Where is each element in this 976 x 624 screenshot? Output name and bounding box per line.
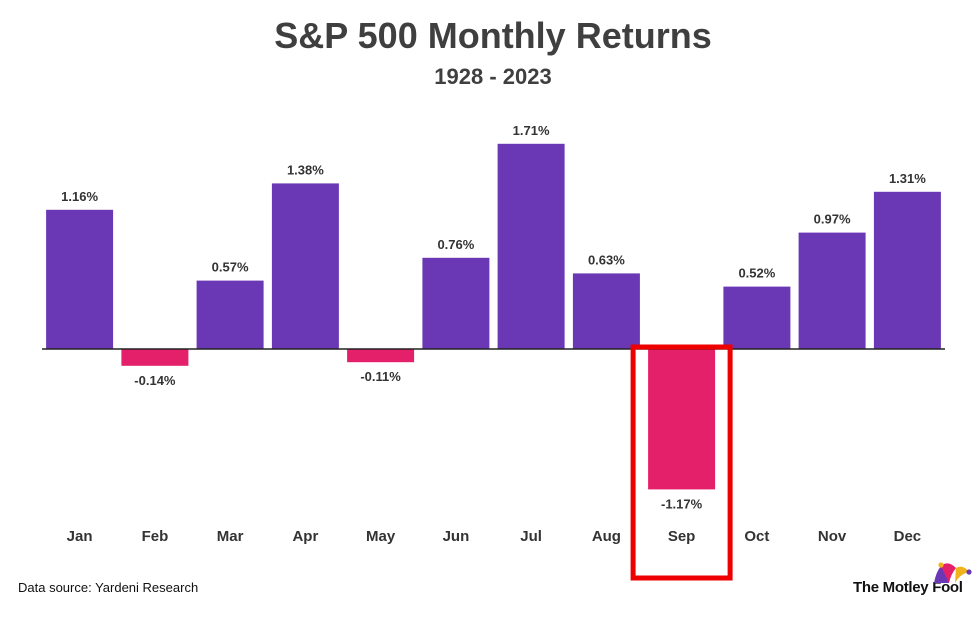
data-source: Data source: Yardeni Research bbox=[18, 580, 198, 595]
data-label-nov: 0.97% bbox=[814, 212, 851, 227]
bar-oct bbox=[723, 286, 791, 349]
highlight-box bbox=[630, 344, 733, 581]
category-label-aug: Aug bbox=[592, 528, 621, 545]
brand-logo: The Motley Fool bbox=[853, 562, 972, 596]
chart-subtitle: 1928 - 2023 bbox=[434, 64, 551, 89]
data-labels-group: 1.16% -0.14% 0.57% 1.38% -0.11% 0.76% 1.71% 0.6… bbox=[61, 123, 926, 512]
bar-may bbox=[347, 349, 415, 363]
jester-hat-icon bbox=[934, 562, 972, 583]
data-label-jul: 1.71% bbox=[513, 123, 550, 138]
category-label-sep: Sep bbox=[668, 528, 696, 545]
data-label-apr: 1.38% bbox=[287, 162, 324, 177]
bar-nov bbox=[798, 232, 866, 349]
category-labels-group: Jan Feb Mar Apr May Jun Jul Aug Sep Oct Nov Dec bbox=[67, 528, 921, 545]
category-label-jan: Jan bbox=[67, 528, 93, 545]
data-label-oct: 0.52% bbox=[738, 266, 775, 281]
bar-sep bbox=[648, 349, 716, 490]
data-label-jun: 0.76% bbox=[437, 237, 474, 252]
category-label-apr: Apr bbox=[292, 528, 318, 545]
category-label-dec: Dec bbox=[894, 528, 922, 545]
brand-name: The Motley Fool bbox=[853, 579, 963, 596]
category-label-oct: Oct bbox=[744, 528, 769, 545]
data-label-jan: 1.16% bbox=[61, 189, 98, 204]
category-label-jun: Jun bbox=[443, 528, 470, 545]
bar-mar bbox=[196, 280, 264, 349]
bar-aug bbox=[572, 273, 640, 349]
data-label-mar: 0.57% bbox=[212, 260, 249, 275]
category-label-may: May bbox=[366, 528, 396, 545]
bar-jul bbox=[497, 143, 565, 349]
data-label-dec: 1.31% bbox=[889, 171, 926, 186]
data-label-sep: -1.17% bbox=[661, 496, 703, 511]
category-label-mar: Mar bbox=[217, 528, 244, 545]
bar-apr bbox=[271, 183, 339, 349]
bars-group bbox=[46, 143, 941, 490]
bar-jun bbox=[422, 257, 490, 349]
bar-dec bbox=[873, 191, 941, 349]
chart-title: S&P 500 Monthly Returns bbox=[274, 15, 711, 56]
data-label-feb: -0.14% bbox=[134, 373, 176, 388]
data-label-may: -0.11% bbox=[360, 369, 401, 384]
category-label-nov: Nov bbox=[818, 528, 847, 545]
category-label-feb: Feb bbox=[142, 528, 169, 545]
bar-jan bbox=[46, 209, 114, 349]
bar-feb bbox=[121, 349, 189, 366]
data-label-aug: 0.63% bbox=[588, 252, 625, 267]
category-label-jul: Jul bbox=[520, 528, 542, 545]
